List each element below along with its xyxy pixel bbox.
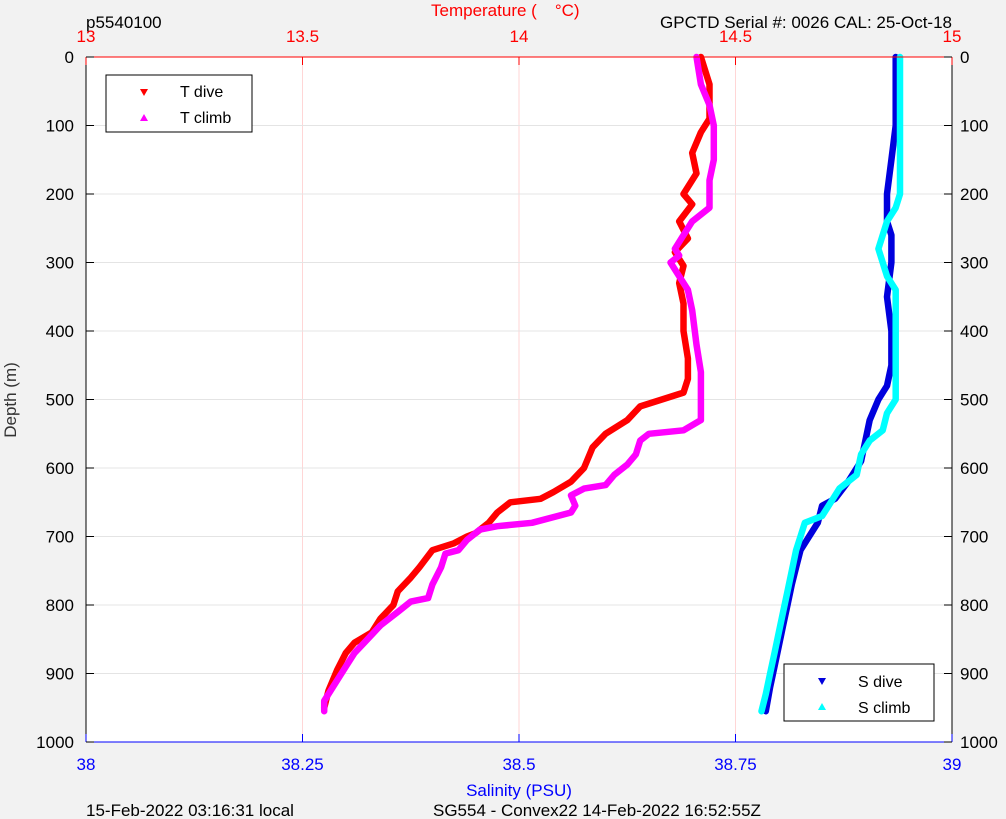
depth-tick-label-right: 1000 [960,733,998,752]
temperature-legend: T dive T climb [105,74,253,133]
series-s-climb-line [758,53,904,715]
series-t-climb-line [320,53,718,715]
legend-t-dive: T dive [180,84,223,101]
temperature-tick-label: 14 [510,27,529,46]
depth-tick-label-left: 200 [46,185,74,204]
depth-tick-label-right: 800 [960,596,988,615]
series-layer [320,53,904,715]
depth-tick-label-left: 500 [46,391,74,410]
depth-tick-label-right: 300 [960,254,988,273]
temperature-tick-label: 13.5 [286,27,319,46]
salinity-tick-label: 39 [943,755,962,774]
s-climb-marker [818,703,826,710]
depth-tick-label-right: 900 [960,665,988,684]
depth-tick-label-left: 0 [65,48,74,67]
depth-tick-label-left: 900 [46,665,74,684]
legend-s-dive: S dive [858,674,903,691]
axes: 13 13.5 14 14.5 15 38 38.25 38.5 38.75 39 0 0 100 100… [36,27,998,774]
local-timestamp: 15-Feb-2022 03:16:31 local [86,801,294,819]
mission-info: SG554 - Convex22 14-Feb-2022 16:52:55Z [433,801,761,819]
s-dive-marker [818,678,826,685]
depth-tick-label-left: 600 [46,459,74,478]
salinity-tick-label: 38 [77,755,96,774]
temperature-axis-label: Temperature (°C) [431,1,580,20]
depth-tick-label-left: 400 [46,322,74,341]
salinity-legend: S dive S climb [783,663,935,722]
depth-tick-label-right: 100 [960,117,988,136]
depth-tick-label-left: 300 [46,254,74,273]
temperature-tick-label: 15 [943,27,962,46]
depth-tick-label-left: 1000 [36,733,74,752]
salinity-axis-label: Salinity (PSU) [466,781,572,800]
depth-tick-label-left: 800 [46,596,74,615]
depth-axis-label: Depth (m) [1,362,20,438]
salinity-tick-label: 38.5 [502,755,535,774]
depth-tick-label-right: 400 [960,322,988,341]
temperature-tick-label: 13 [77,27,96,46]
depth-tick-label-right: 700 [960,528,988,547]
temperature-tick-label: 14.5 [719,27,752,46]
serial-info: GPCTD Serial #: 0026 CAL: 25-Oct-18 [660,13,952,32]
depth-tick-label-right: 0 [960,48,969,67]
series-t-dive-line [320,53,713,712]
depth-tick-label-left: 100 [46,117,74,136]
t-climb-marker [140,114,148,121]
legend-s-climb: S climb [858,700,911,717]
depth-tick-label-right: 200 [960,185,988,204]
profile-id: p5540100 [86,13,162,32]
depth-tick-label-left: 700 [46,528,74,547]
t-dive-marker [140,89,148,96]
depth-tick-label-right: 600 [960,459,988,478]
salinity-tick-label: 38.75 [714,755,757,774]
legend-t-climb: T climb [180,110,231,127]
depth-tick-label-right: 500 [960,391,988,410]
salinity-tick-label: 38.25 [281,755,324,774]
